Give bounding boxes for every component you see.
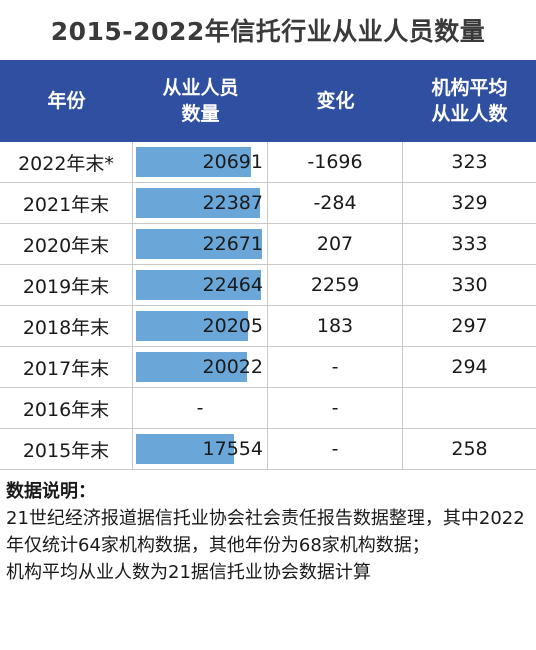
cell-change: 183 [268,306,403,346]
cell-staff: 20022 [133,347,268,387]
staff-bar [136,147,251,177]
staff-bar [136,352,247,382]
staff-value: 20691 [202,151,263,173]
cell-staff: 20691 [133,142,268,182]
cell-avg: 333 [451,233,488,255]
cell-year: 2018年末 [0,306,133,346]
cell-change: -284 [268,183,403,223]
staff-value: 22387 [202,192,263,214]
staff-value: 20205 [202,315,263,337]
cell-avg: 258 [451,438,488,460]
header-avg: 机构平均 从业人数 [403,60,536,142]
header-staff: 从业人员 数量 [133,60,268,142]
cell-year: 2021年末 [0,183,133,223]
notes-line2: 机构平均从业人数为21据信托业协会数据计算 [6,562,371,583]
cell-staff: 17554 [133,429,268,469]
cell-change: 2259 [268,265,403,305]
staff-value: 20022 [202,356,263,378]
data-table: 年份 从业人员 数量 变化 机构平均 从业人数 [0,60,536,142]
table-row: 2015年末 17554- 258 [0,429,536,470]
cell-year: 2019年末 [0,265,133,305]
cell-avg: 330 [451,274,488,296]
cell-change: - [268,429,403,469]
cell-staff: - [133,388,268,428]
table-row: 2018年末 20205 183 297 [0,306,536,347]
cell-staff: 22671 [133,224,268,264]
cell-avg: 323 [451,151,488,173]
staff-value: - [196,397,204,419]
staff-value: 22671 [202,233,263,255]
table-body: 2022年末* 20691 -1696 323 2021年末 22387 -284 329 20… [0,142,536,470]
cell-year: 2022年末* [0,142,133,182]
staff-bar [136,270,261,300]
table-header: 年份 从业人员 数量 变化 机构平均 从业人数 [0,60,536,142]
cell-staff: 20205 [133,306,268,346]
staff-bar [136,434,234,464]
cell-year: 2020年末 [0,224,133,264]
table-row: 2016年末 - - [0,388,536,429]
staff-value: 22464 [202,274,263,296]
table-row: 2020年末 22671 207 333 [0,224,536,265]
cell-avg: 297 [451,315,488,337]
header-avg-line2: 从业人数 [431,103,508,125]
header-change: 变化 [316,90,355,112]
header-avg-line1: 机构平均 [431,77,508,99]
header-year: 年份 [47,90,86,112]
table-row: 2017年末 20022- 294 [0,347,536,388]
staff-bar [136,311,248,341]
data-notes: 数据说明： 21世纪经济报道据信托业协会社会责任报告数据整理，其中2022年仅统… [6,478,530,586]
page-title: 2015-2022年信托行业从业人员数量 [50,17,486,46]
table-row: 2021年末 22387 -284 329 [0,183,536,224]
cell-avg: 329 [451,192,488,214]
notes-line1: 21世纪经济报道据信托业协会社会责任报告数据整理，其中2022年仅统计64家机构… [6,508,525,556]
table-row: 2019年末 22464 2259 330 [0,265,536,306]
notes-heading: 数据说明： [6,481,96,502]
cell-change: 207 [268,224,403,264]
cell-year: 2017年末 [0,347,133,387]
cell-change: - [268,388,403,428]
staff-value: 17554 [202,438,263,460]
cell-avg [403,388,536,428]
header-staff-line2: 数量 [181,103,220,125]
cell-change: -1696 [268,142,403,182]
table-row: 2022年末* 20691 -1696 323 [0,142,536,183]
cell-staff: 22464 [133,265,268,305]
staff-bar [136,229,262,259]
cell-year: 2016年末 [0,388,133,428]
cell-staff: 22387 [133,183,268,223]
staff-bar [136,188,260,218]
cell-year: 2015年末 [0,429,133,469]
header-staff-line1: 从业人员 [162,77,239,99]
cell-avg: 294 [451,356,488,378]
cell-change: - [268,347,403,387]
